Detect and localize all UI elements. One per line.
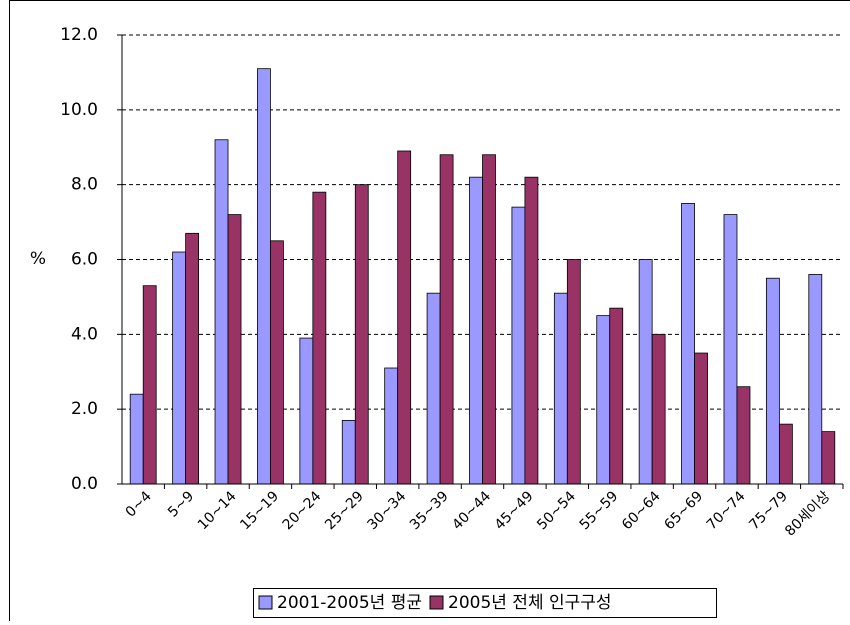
bar [525,177,538,484]
bar [682,203,695,484]
bar [567,260,580,485]
y-tick-label: 0.0 [71,474,98,494]
bar [597,316,610,484]
bar [652,334,665,484]
y-tick-label: 4.0 [71,324,98,344]
bar [737,387,750,484]
bar [440,155,453,484]
legend-label: 2005년 전체 인구구성 [448,593,612,613]
bar [398,151,411,484]
bar [313,192,326,484]
legend-swatch [430,596,443,609]
bar [355,185,368,484]
bar [809,274,822,484]
bar [270,241,283,484]
bar [766,278,779,484]
bar [610,308,623,484]
y-tick-label: 2.0 [71,399,98,419]
bar [186,233,199,484]
y-axis-label: % [30,249,46,269]
bar [483,155,496,484]
y-tick-label: 6.0 [71,250,98,270]
y-tick-label: 8.0 [71,175,98,195]
bar [215,140,228,484]
y-tick-label: 10.0 [60,100,98,120]
bar [427,293,440,484]
bar [470,177,483,484]
bar [779,424,792,484]
bar [639,260,652,485]
bar [228,215,241,484]
bar [257,69,270,484]
bar [342,420,355,484]
legend-swatch [259,596,272,609]
bar [130,394,143,484]
y-tick-label: 12.0 [60,25,98,45]
bar [300,338,313,484]
bar [822,432,835,484]
bar [385,368,398,484]
bar [724,215,737,484]
bar [554,293,567,484]
legend-label: 2001-2005년 평균 [277,593,422,613]
bar [173,252,186,484]
bar [695,353,708,484]
bar [512,207,525,484]
bar [143,286,156,484]
